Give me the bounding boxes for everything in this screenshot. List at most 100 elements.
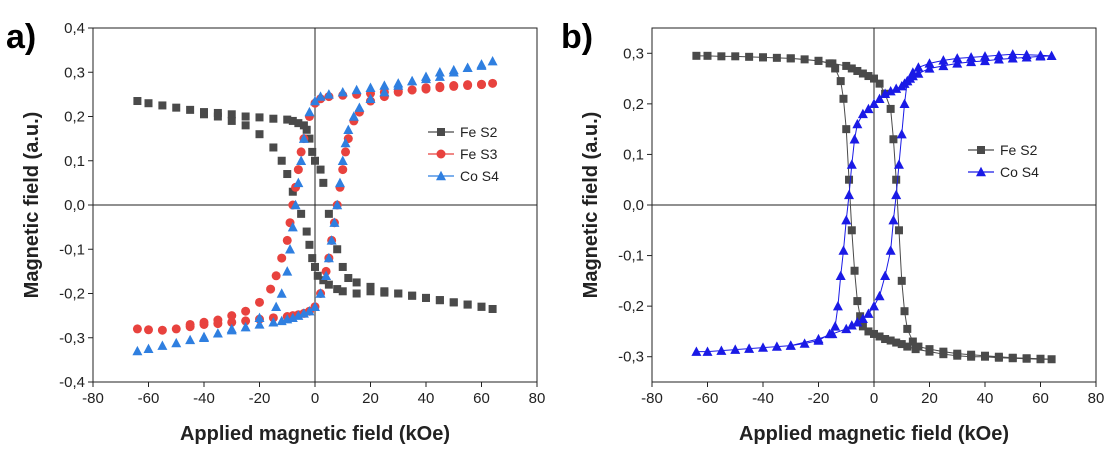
data-point — [302, 125, 311, 134]
data-point — [241, 306, 251, 316]
data-point — [847, 64, 856, 73]
data-point — [321, 270, 332, 280]
data-point — [893, 159, 904, 169]
data-point — [298, 133, 309, 143]
data-point — [903, 342, 912, 351]
data-point — [892, 175, 901, 184]
series-fe-s2 — [133, 97, 497, 313]
x-tick-label: -40 — [193, 390, 215, 407]
data-point — [924, 63, 935, 73]
data-point — [692, 51, 701, 60]
data-point — [394, 289, 403, 298]
data-point — [869, 98, 879, 109]
data-point — [296, 155, 307, 165]
data-point — [863, 308, 874, 318]
data-point — [913, 62, 924, 72]
data-point — [903, 324, 912, 333]
data-point — [786, 54, 795, 63]
legend: Fe S2 Co S4 — [968, 142, 1039, 180]
data-point — [293, 177, 304, 188]
data-point — [857, 108, 868, 119]
data-point — [845, 175, 854, 184]
data-point — [157, 340, 168, 350]
data-point — [254, 319, 265, 329]
data-point — [800, 55, 809, 64]
data-point — [828, 59, 837, 68]
data-point — [477, 302, 486, 311]
data-point — [324, 280, 333, 289]
data-point — [1021, 49, 1032, 60]
data-point — [858, 69, 867, 78]
data-point — [266, 284, 276, 294]
x-axis-title: Applied magnetic field (kOe) — [739, 423, 1009, 445]
data-point — [408, 291, 417, 300]
data-point — [832, 300, 843, 311]
data-point — [365, 82, 376, 92]
data-point — [863, 103, 874, 114]
data-point — [449, 81, 459, 91]
data-point — [344, 274, 353, 283]
data-point — [299, 121, 308, 130]
x-tick-label: -40 — [752, 390, 774, 407]
data-point — [994, 352, 1003, 361]
data-point — [908, 337, 917, 346]
data-point — [283, 115, 292, 124]
data-point — [199, 332, 209, 342]
data-point — [365, 93, 376, 103]
data-point — [294, 119, 303, 128]
data-point — [200, 110, 208, 119]
data-point — [967, 350, 976, 359]
data-point — [841, 323, 852, 334]
data-point — [326, 235, 337, 245]
data-point — [744, 343, 755, 353]
x-tick-label: 80 — [529, 390, 546, 407]
series-line — [696, 55, 1052, 360]
data-point — [846, 320, 857, 330]
data-point — [185, 319, 195, 329]
data-point — [288, 187, 297, 196]
data-point — [144, 99, 153, 108]
data-point — [132, 324, 142, 334]
data-point — [886, 336, 895, 345]
data-point — [269, 143, 278, 152]
data-point — [268, 317, 279, 327]
data-point — [846, 159, 857, 169]
data-point — [407, 85, 417, 95]
y-tick-label: 0,2 — [623, 96, 644, 113]
data-point — [255, 297, 264, 307]
data-point — [869, 300, 879, 311]
data-point — [366, 282, 375, 291]
data-point — [351, 84, 362, 95]
data-point — [315, 91, 326, 101]
data-point — [271, 301, 282, 311]
data-point — [348, 111, 359, 121]
y-tick-label: -0,4 — [59, 374, 85, 391]
y-tick-label: -0,2 — [618, 298, 644, 315]
data-point — [842, 61, 851, 70]
data-point — [897, 276, 906, 285]
data-point — [864, 327, 873, 336]
data-point — [1022, 354, 1031, 363]
data-point — [282, 235, 292, 245]
data-point — [864, 72, 873, 81]
data-point — [938, 60, 949, 71]
data-point — [891, 83, 902, 93]
data-point — [880, 88, 891, 98]
data-point — [379, 80, 390, 90]
data-point — [771, 341, 782, 351]
data-point — [981, 351, 989, 360]
data-point — [830, 321, 841, 331]
x-tick-label: 80 — [1088, 390, 1105, 407]
data-point — [269, 114, 278, 123]
data-point — [731, 52, 740, 61]
data-point — [476, 59, 487, 69]
y-tick-label: 0,4 — [64, 20, 85, 37]
data-point — [938, 55, 949, 65]
data-point — [338, 165, 348, 175]
panel-label: b) — [561, 18, 593, 56]
data-point — [337, 86, 348, 97]
data-point — [421, 73, 431, 84]
data-point — [340, 137, 351, 148]
y-tick-label: 0,2 — [64, 109, 85, 126]
data-point — [380, 288, 389, 297]
